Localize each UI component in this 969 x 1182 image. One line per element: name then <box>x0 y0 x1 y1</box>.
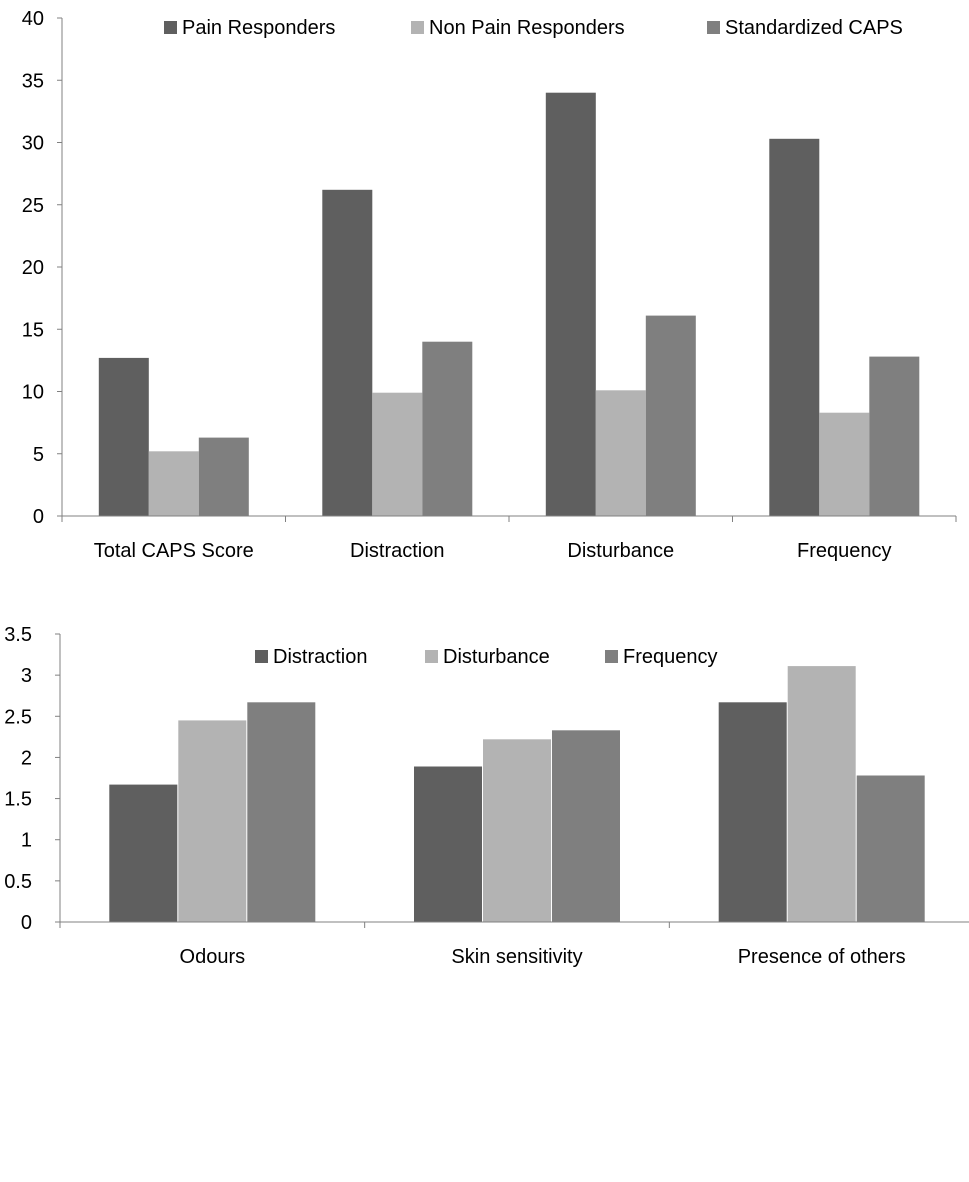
bar-1-s1-c1 <box>98 357 149 516</box>
y-tick-label: 1.5 <box>4 789 32 811</box>
bar-2-s2-c2 <box>483 739 551 922</box>
y-tick-label: 20 <box>22 257 44 279</box>
y-tick-label: 0 <box>33 506 44 528</box>
chart-caps-scores: 0 5 10 15 20 25 30 35 40 Total CAPS Score Distract… <box>22 8 957 562</box>
y-tick-label: 40 <box>22 8 44 30</box>
legend: Pain Responders Non Pain Responders Standa… <box>164 17 903 39</box>
y-tick-label: 35 <box>22 70 44 92</box>
chart-item-scores: 0 0.5 1 1.5 2 2.5 3 3.5 Odours Skin sensitivity Pr… <box>4 624 969 968</box>
bar-2-s3-c2 <box>552 730 620 922</box>
legend-swatch <box>605 650 618 663</box>
y-tick-label: 10 <box>22 382 44 404</box>
legend-label: Pain Responders <box>182 17 335 39</box>
legend-label: Distraction <box>273 646 367 668</box>
y-tick-label: 30 <box>22 133 44 155</box>
x-category-label: Presence of others <box>738 946 906 968</box>
bar-1-s1-c3 <box>545 92 596 516</box>
legend-swatch <box>255 650 268 663</box>
y-tick-label: 0.5 <box>4 871 32 893</box>
bar-1-s3-c1 <box>198 437 249 516</box>
y-tick-label: 1 <box>21 830 32 852</box>
bar-2-s1-c2 <box>414 766 482 922</box>
legend-label: Non Pain Responders <box>429 17 625 39</box>
bar-1-s3-c2 <box>422 341 473 516</box>
y-tick-label: 3.5 <box>4 624 32 646</box>
legend-label: Frequency <box>623 646 718 668</box>
legend-swatch <box>707 21 720 34</box>
bar-2-s3-c1 <box>247 702 316 922</box>
bar-1-s1-c2 <box>322 189 373 517</box>
legend-swatch <box>425 650 438 663</box>
y-tick-label: 2 <box>21 747 32 769</box>
y-tick-label: 15 <box>22 319 44 341</box>
x-category-label: Distraction <box>350 540 444 562</box>
x-category-label: Frequency <box>797 540 892 562</box>
bar-1-s3-c4 <box>869 356 920 516</box>
legend-swatch <box>164 21 177 34</box>
x-category-label: Total CAPS Score <box>94 540 254 562</box>
y-tick-label: 5 <box>33 444 44 466</box>
bar-1-s3-c3 <box>645 315 696 516</box>
bar-2-s2-c3 <box>787 666 856 922</box>
legend-label: Standardized CAPS <box>725 17 903 39</box>
bar-1-s1-c4 <box>769 138 820 517</box>
bar-2-s1-c1 <box>109 784 178 922</box>
bar-1-s2-c3 <box>595 390 646 516</box>
bar-1-s2-c2 <box>372 392 423 516</box>
legend: Distraction Disturbance Frequency <box>255 646 718 668</box>
bar-2-s2-c1 <box>178 720 247 922</box>
y-tick-label: 25 <box>22 195 44 217</box>
y-tick-label: 3 <box>21 665 32 687</box>
bar-1-s2-c4 <box>819 412 870 516</box>
legend-label: Disturbance <box>443 646 550 668</box>
bar-2-s1-c3 <box>718 702 787 922</box>
y-tick-label: 0 <box>21 912 32 934</box>
y-tick-label: 2.5 <box>4 706 32 728</box>
x-category-label: Odours <box>180 946 246 968</box>
x-category-label: Disturbance <box>567 540 674 562</box>
x-category-label: Skin sensitivity <box>451 946 582 968</box>
bar-2-s3-c3 <box>856 775 925 922</box>
legend-swatch <box>411 21 424 34</box>
bar-1-s2-c1 <box>148 451 199 516</box>
